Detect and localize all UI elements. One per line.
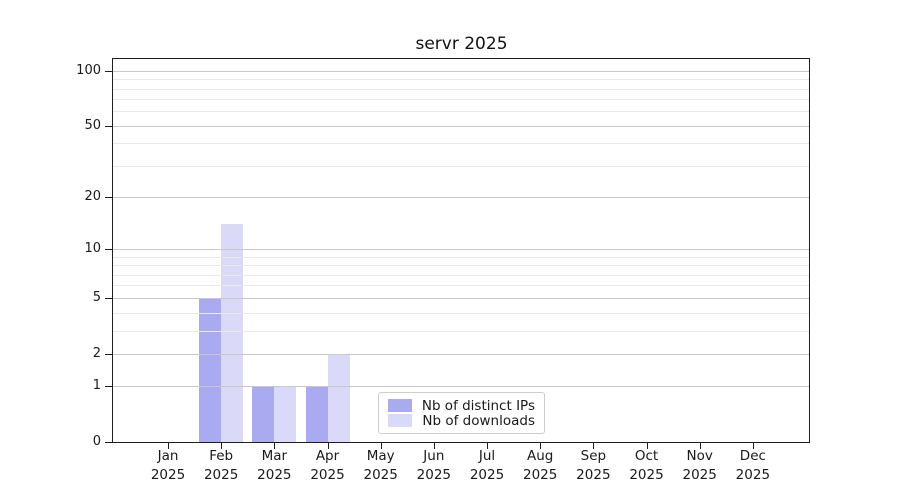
x-tick bbox=[221, 443, 223, 449]
y-gridline-minor bbox=[113, 330, 809, 332]
x-tick-label: Jun 2025 bbox=[416, 448, 452, 483]
y-gridline-minor bbox=[113, 312, 809, 314]
y-gridline-major bbox=[113, 197, 809, 199]
y-tick-label: 5 bbox=[92, 289, 101, 305]
y-gridline-minor bbox=[113, 88, 809, 90]
x-tick-label: Nov 2025 bbox=[682, 448, 717, 483]
y-gridline-major bbox=[113, 70, 809, 72]
y-gridline-minor bbox=[113, 99, 809, 101]
y-tick-label: 50 bbox=[84, 117, 101, 133]
bar-downloads-mar bbox=[274, 386, 297, 442]
x-tick-label: Apr 2025 bbox=[310, 448, 345, 483]
y-gridline-minor bbox=[113, 111, 809, 113]
legend-item-downloads: Nb of downloads bbox=[388, 412, 535, 429]
x-tick bbox=[752, 443, 754, 449]
x-tick bbox=[274, 443, 276, 449]
plot-area: Nb of distinct IPs Nb of downloads bbox=[112, 58, 810, 443]
y-gridline-major bbox=[113, 353, 809, 355]
y-gridline-minor bbox=[113, 265, 809, 267]
x-tick-label: Aug 2025 bbox=[523, 448, 558, 483]
y-gridline-minor bbox=[113, 256, 809, 258]
x-tick-label: Mar 2025 bbox=[257, 448, 292, 483]
y-tick bbox=[105, 353, 112, 355]
bar-distinct-ips-apr bbox=[305, 386, 328, 442]
legend-item-distinct-ips: Nb of distinct IPs bbox=[388, 397, 535, 414]
x-tick-label: Dec 2025 bbox=[735, 448, 771, 483]
x-tick-label: Feb 2025 bbox=[203, 448, 239, 483]
y-tick bbox=[105, 386, 112, 388]
legend-label-distinct-ips: Nb of distinct IPs bbox=[421, 397, 535, 414]
y-gridline-major bbox=[113, 386, 809, 388]
x-tick-label: Jul 2025 bbox=[469, 448, 505, 483]
y-tick bbox=[105, 197, 112, 199]
x-tick bbox=[380, 443, 382, 449]
x-tick bbox=[699, 443, 701, 449]
legend-label-downloads: Nb of downloads bbox=[422, 412, 535, 429]
chart-title: servr 2025 bbox=[415, 34, 508, 54]
y-gridline-major bbox=[113, 125, 809, 127]
bar-downloads-apr bbox=[327, 353, 350, 442]
y-tick-label: 0 bbox=[92, 434, 101, 449]
bar-distinct-ips-mar bbox=[252, 386, 275, 442]
y-tick-label: 10 bbox=[84, 241, 101, 257]
y-tick bbox=[105, 297, 112, 299]
y-tick-label: 1 bbox=[92, 378, 101, 394]
x-tick-label: May 2025 bbox=[363, 448, 398, 483]
y-gridline-minor bbox=[113, 285, 809, 287]
y-tick bbox=[105, 125, 112, 127]
legend-swatch-downloads bbox=[388, 414, 413, 427]
y-gridline-major bbox=[113, 297, 809, 299]
y-tick-label: 100 bbox=[76, 62, 101, 78]
legend-swatch-distinct-ips bbox=[388, 399, 412, 412]
bar-downloads-feb bbox=[221, 224, 244, 442]
y-tick-label: 20 bbox=[84, 189, 101, 205]
y-tick-label: 2 bbox=[92, 345, 101, 361]
y-tick bbox=[105, 442, 112, 443]
x-tick-label: Jan 2025 bbox=[150, 448, 186, 483]
y-gridline-minor bbox=[113, 274, 809, 276]
bar-distinct-ips-feb bbox=[199, 297, 222, 442]
x-tick bbox=[593, 443, 595, 449]
y-tick bbox=[105, 249, 112, 251]
x-tick bbox=[327, 443, 329, 449]
x-tick bbox=[487, 443, 489, 449]
x-tick bbox=[433, 443, 435, 449]
x-tick bbox=[168, 443, 169, 449]
x-tick-label: Oct 2025 bbox=[629, 448, 664, 483]
legend: Nb of distinct IPs Nb of downloads bbox=[378, 392, 545, 434]
y-gridline-minor bbox=[113, 143, 809, 145]
x-tick-label: Sep 2025 bbox=[576, 448, 611, 483]
y-tick bbox=[105, 70, 112, 72]
x-tick bbox=[540, 443, 542, 449]
y-gridline-minor bbox=[113, 165, 809, 167]
y-gridline-minor bbox=[113, 79, 809, 81]
x-tick bbox=[646, 443, 648, 449]
y-gridline-major bbox=[113, 249, 809, 251]
